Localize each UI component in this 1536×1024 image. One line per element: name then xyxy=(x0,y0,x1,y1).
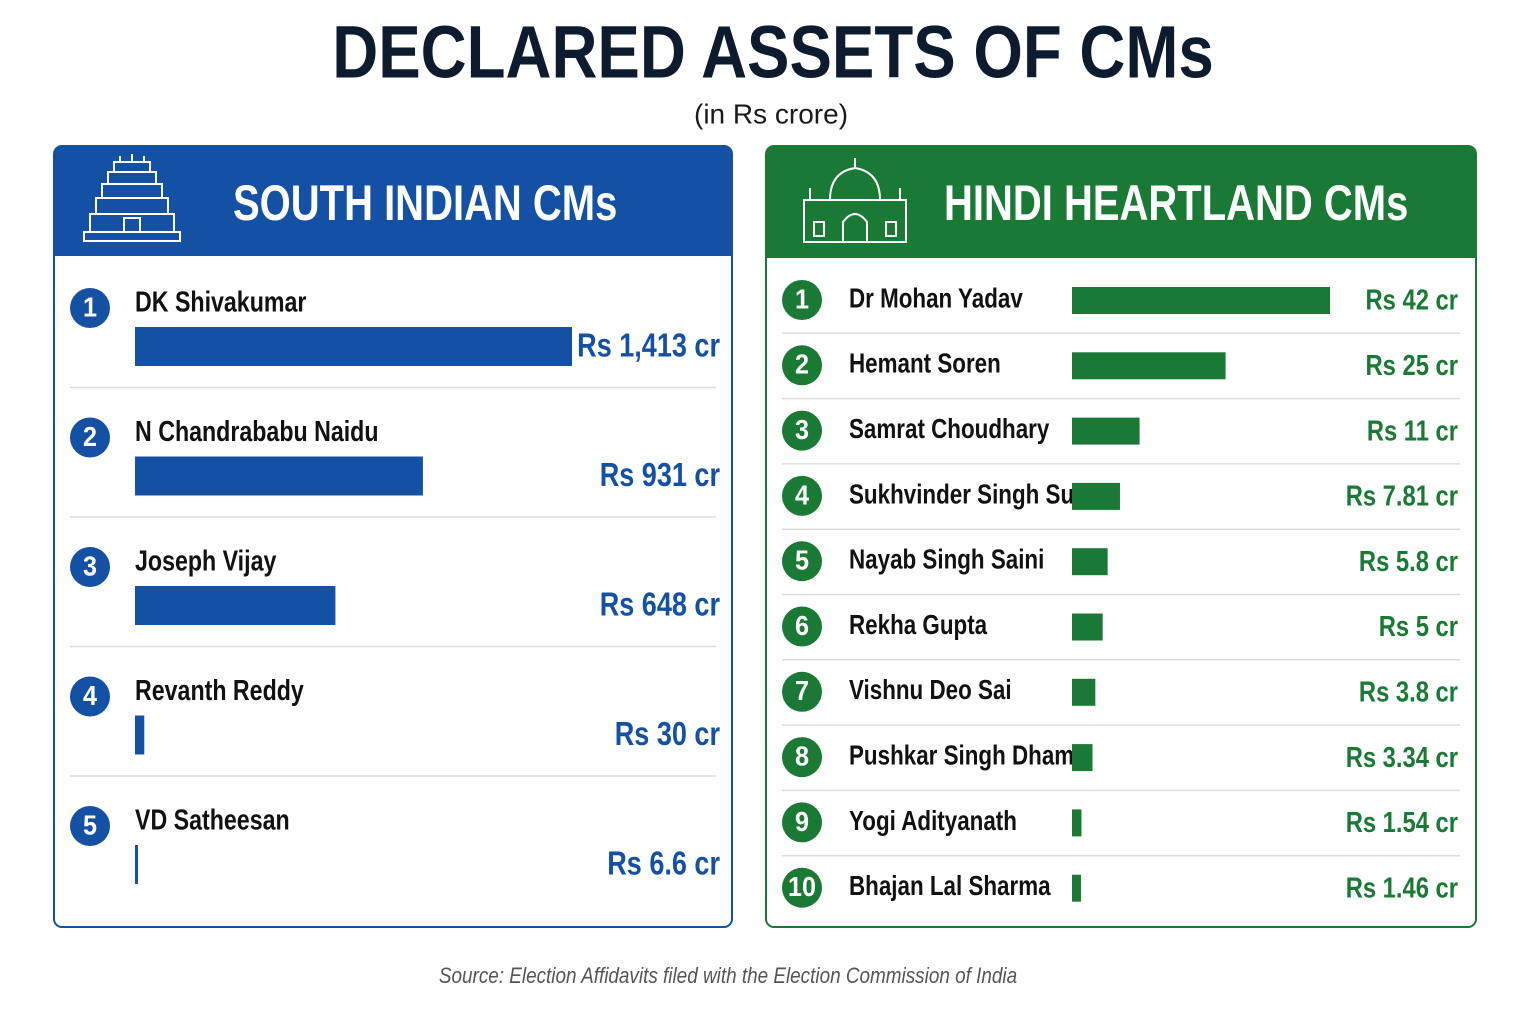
rank-number: 4 xyxy=(795,479,809,511)
rank-number: 8 xyxy=(795,740,809,772)
panel-title: SOUTH INDIAN CMs xyxy=(233,175,617,231)
cm-name: VD Satheesan xyxy=(135,803,290,836)
rank-badge xyxy=(782,737,822,778)
rank-number: 9 xyxy=(795,806,809,838)
rank-number: 1 xyxy=(795,283,809,315)
bar xyxy=(1072,744,1093,772)
cm-name: Joseph Vijay xyxy=(135,544,277,577)
value-label: Rs 3.34 cr xyxy=(1346,741,1458,774)
rank-badge xyxy=(782,541,822,582)
cm-name: Revanth Reddy xyxy=(135,674,304,707)
rank-badge xyxy=(782,345,822,386)
bar xyxy=(135,327,572,366)
panel-title: HINDI HEARTLAND CMs xyxy=(944,175,1408,231)
cm-name: Rekha Gupta xyxy=(849,610,988,641)
value-label: Rs 1,413 cr xyxy=(577,328,720,364)
rank-badge xyxy=(70,676,110,717)
rank-number: 2 xyxy=(83,421,97,453)
rank-badge xyxy=(70,288,110,328)
value-label: Rs 11 cr xyxy=(1367,414,1458,447)
bar xyxy=(1072,482,1120,510)
bar xyxy=(135,586,336,625)
cm-name: Samrat Choudhary xyxy=(849,414,1049,445)
value-label: Rs 5 cr xyxy=(1379,610,1458,643)
bar xyxy=(1072,809,1082,837)
value-label: Rs 3.8 cr xyxy=(1359,675,1458,708)
rank-badge xyxy=(782,475,822,516)
value-label: Rs 1.46 cr xyxy=(1346,871,1458,904)
cm-name: Hemant Soren xyxy=(849,348,1001,379)
bar xyxy=(1072,874,1081,902)
value-label: Rs 25 cr xyxy=(1366,349,1458,382)
cm-name: DK Shivakumar xyxy=(135,285,306,318)
rank-badge xyxy=(70,806,110,846)
rank-badge xyxy=(782,867,822,908)
bar xyxy=(1072,548,1108,576)
rank-number: 7 xyxy=(795,675,809,707)
panel-header xyxy=(54,146,732,256)
taj-icon xyxy=(803,158,907,243)
bar xyxy=(1072,352,1226,380)
bar xyxy=(1072,613,1103,641)
cm-name: N Chandrababu Naidu xyxy=(135,415,379,448)
cm-name: Bhajan Lal Sharma xyxy=(849,871,1051,902)
cm-name: Nayab Singh Saini xyxy=(849,544,1044,575)
temple-icon xyxy=(83,154,181,242)
bar xyxy=(1072,678,1096,706)
value-label: Rs 1.54 cr xyxy=(1346,806,1458,839)
source-note: Source: Election Affidavits filed with t… xyxy=(439,964,1017,989)
rank-number: 5 xyxy=(83,809,97,841)
value-label: Rs 42 cr xyxy=(1366,283,1458,316)
rank-badge xyxy=(782,280,822,320)
value-label: Rs 30 cr xyxy=(615,717,720,753)
rank-number: 1 xyxy=(83,291,97,323)
value-label: Rs 931 cr xyxy=(600,458,721,494)
rank-number: 5 xyxy=(795,544,809,576)
panel-header xyxy=(54,230,732,256)
rank-badge xyxy=(70,417,110,458)
rank-number: 6 xyxy=(795,610,809,642)
value-label: Rs 5.8 cr xyxy=(1359,545,1458,578)
page-subtitle: (in Rs crore) xyxy=(694,98,848,129)
cm-name: Dr Mohan Yadav xyxy=(849,283,1023,314)
rank-badge xyxy=(782,606,822,647)
bar xyxy=(1072,417,1140,445)
bar xyxy=(135,456,423,496)
rank-number: 4 xyxy=(83,680,97,712)
bar xyxy=(135,845,138,884)
rank-badge xyxy=(782,802,822,843)
rank-number: 3 xyxy=(83,550,97,582)
rank-number: 2 xyxy=(795,348,809,380)
value-label: Rs 648 cr xyxy=(600,587,721,623)
rank-badge xyxy=(782,671,822,712)
rank-badge xyxy=(782,410,822,451)
rank-number: 3 xyxy=(795,414,809,446)
value-label: Rs 6.6 cr xyxy=(607,846,720,882)
page-title: DECLARED ASSETS OF CMs xyxy=(332,11,1213,94)
cm-name: Vishnu Deo Sai xyxy=(849,675,1012,706)
panel-header xyxy=(766,230,1476,258)
rank-number: 10 xyxy=(788,871,816,903)
value-label: Rs 7.81 cr xyxy=(1346,479,1458,512)
cm-name: Pushkar Singh Dhami xyxy=(849,740,1080,771)
cm-name: Yogi Adityanath xyxy=(849,806,1017,837)
rank-badge xyxy=(70,547,110,587)
cm-name: Sukhvinder Singh Sukhu xyxy=(849,479,1114,510)
bar xyxy=(135,715,145,755)
bar xyxy=(1072,287,1330,314)
